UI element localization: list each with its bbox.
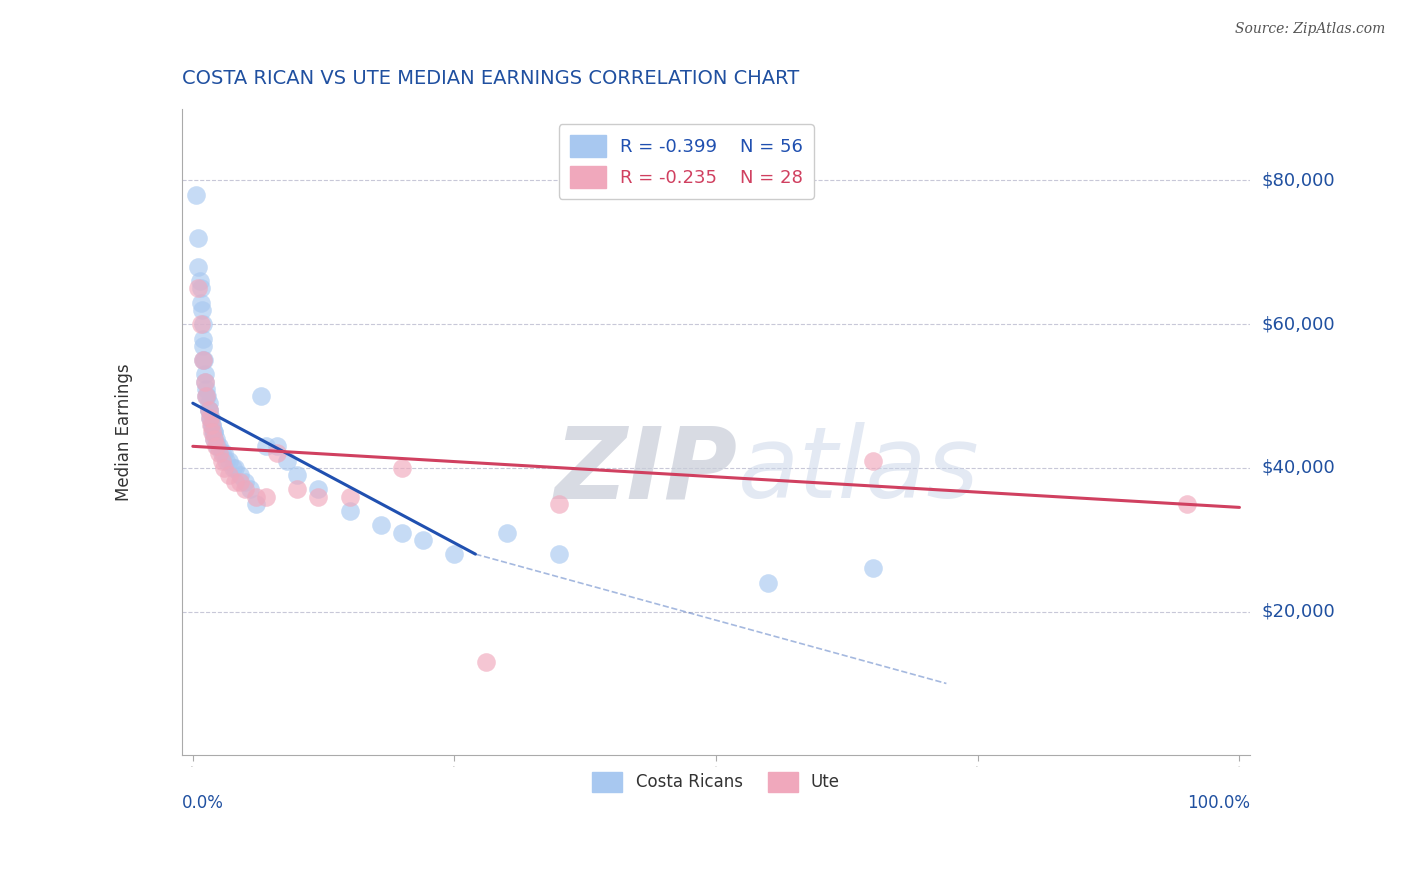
Text: $20,000: $20,000 [1261,603,1334,621]
Point [193,339,215,353]
Point [197,403,219,417]
Point [1175,497,1198,511]
Point [254,490,277,504]
Point [212,446,235,460]
Point [194,375,217,389]
Point [187,281,209,295]
Text: atlas: atlas [738,422,979,519]
Point [370,518,392,533]
Point [201,417,224,432]
Point [233,483,256,497]
Point [548,497,571,511]
Point [339,490,361,504]
Point [208,439,231,453]
Point [224,475,246,490]
Point [202,425,225,439]
Point [198,410,221,425]
Point [200,410,222,425]
Point [191,302,214,317]
Point [254,439,277,453]
Text: $80,000: $80,000 [1261,171,1334,189]
Point [245,490,267,504]
Text: 100.0%: 100.0% [1187,794,1250,812]
Point [307,490,329,504]
Point [195,382,218,396]
Point [391,461,413,475]
Point [215,453,238,467]
Point [193,317,215,331]
Text: COSTA RICAN VS UTE MEDIAN EARNINGS CORRELATION CHART: COSTA RICAN VS UTE MEDIAN EARNINGS CORRE… [183,69,800,87]
Point [548,547,571,561]
Point [224,461,246,475]
Point [287,468,309,483]
Point [200,417,222,432]
Point [339,504,361,518]
Point [187,231,209,245]
Point [233,475,256,490]
Point [229,475,252,490]
Point [211,453,233,467]
Point [276,453,298,467]
Point [212,461,235,475]
Text: Median Earnings: Median Earnings [115,363,132,500]
Point [758,575,780,590]
Point [193,353,215,368]
Point [190,295,212,310]
Point [190,281,212,295]
Text: 0.0%: 0.0% [183,794,224,812]
Point [205,432,228,446]
Point [250,389,273,403]
Text: Source: ZipAtlas.com: Source: ZipAtlas.com [1234,22,1385,37]
Point [194,375,217,389]
Point [307,483,329,497]
Point [245,497,267,511]
Point [443,547,465,561]
Point [193,353,215,368]
Point [475,655,498,669]
Point [202,432,225,446]
Point [197,389,219,403]
Point [195,389,218,403]
Point [266,446,288,460]
Point [205,439,228,453]
Point [287,483,309,497]
Point [197,396,219,410]
Point [495,525,517,540]
Point [197,403,219,417]
Point [208,446,231,460]
Point [239,483,262,497]
Point [193,353,215,368]
Point [184,187,207,202]
Point [205,439,228,453]
Point [188,274,211,288]
Legend: Costa Ricans, Ute: Costa Ricans, Ute [586,765,846,798]
Point [229,468,252,483]
Point [201,425,224,439]
Point [218,468,240,483]
Point [412,533,434,547]
Point [195,389,218,403]
Text: ZIP: ZIP [554,422,738,519]
Text: $60,000: $60,000 [1261,315,1334,333]
Point [218,453,240,467]
Point [190,317,212,331]
Point [202,425,225,439]
Point [201,425,224,439]
Point [391,525,413,540]
Point [201,417,224,432]
Point [211,446,233,460]
Point [221,461,243,475]
Point [862,453,884,467]
Text: $40,000: $40,000 [1261,458,1334,477]
Point [197,403,219,417]
Point [187,260,209,274]
Point [266,439,288,453]
Point [193,331,215,345]
Point [202,432,225,446]
Point [198,410,221,425]
Point [194,368,217,382]
Point [862,561,884,575]
